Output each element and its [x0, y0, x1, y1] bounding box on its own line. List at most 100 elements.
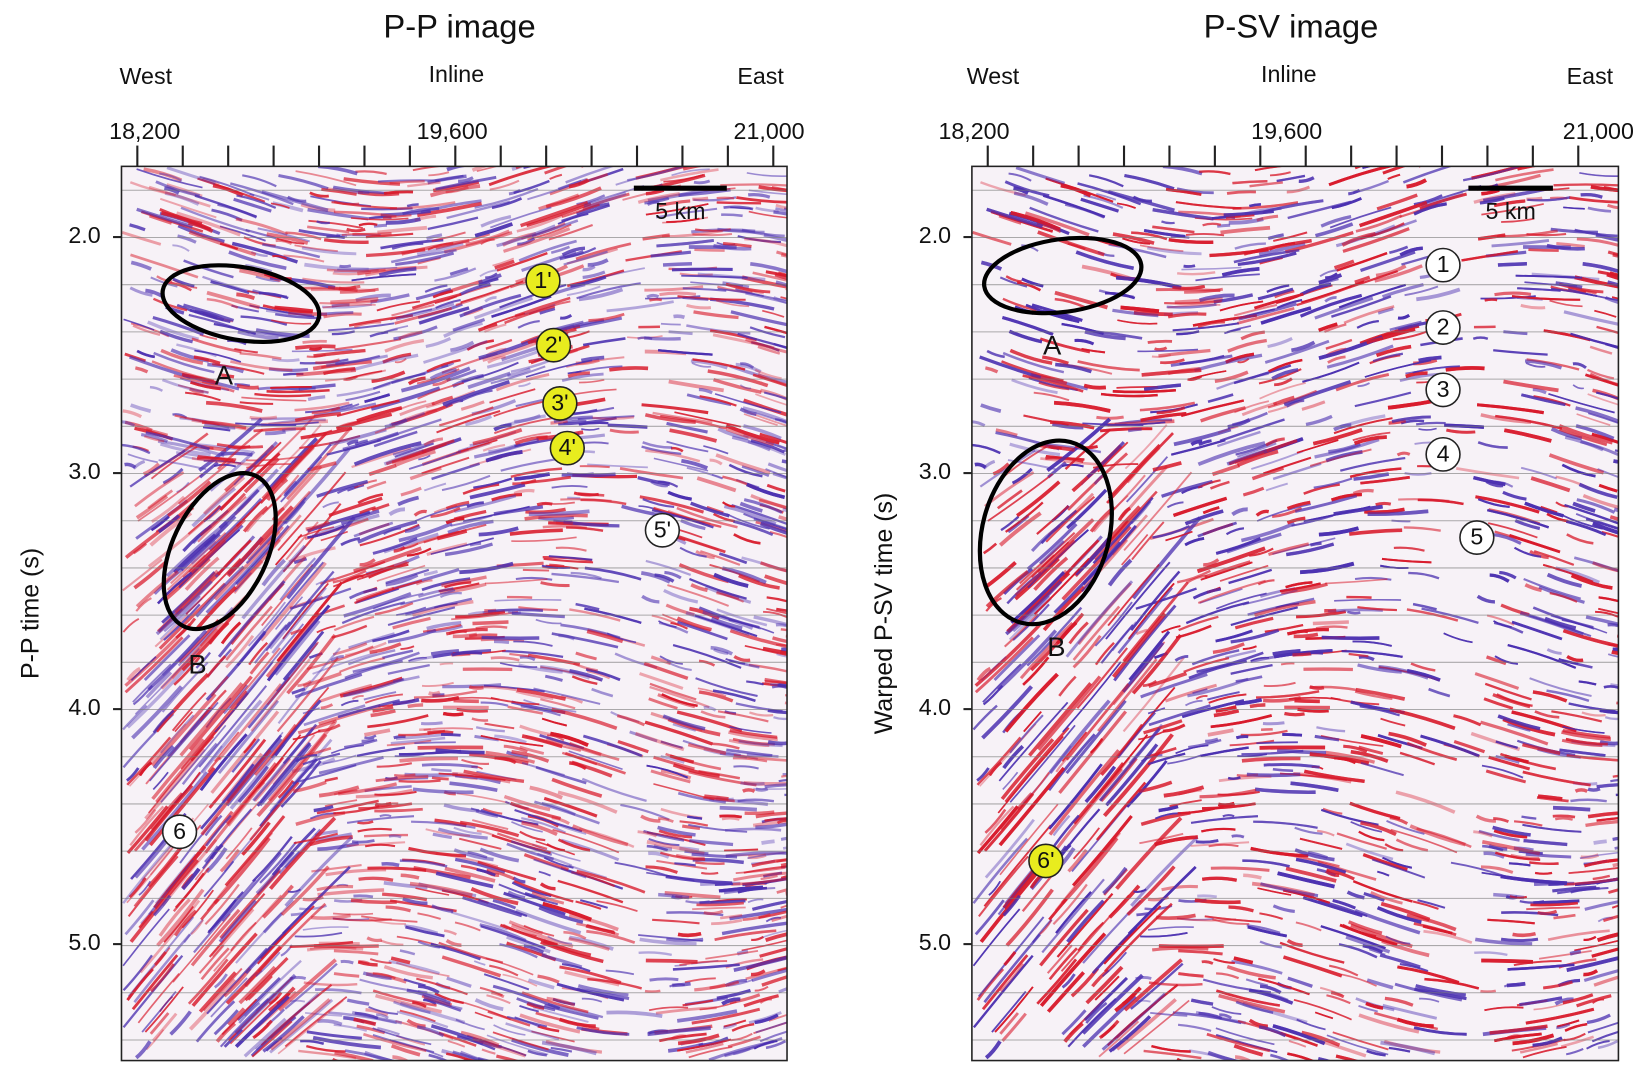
reflector: [1355, 146, 1422, 168]
reflector: [472, 622, 508, 623]
reflector: [1529, 862, 1558, 863]
x-tick-label: 21,000: [734, 118, 805, 144]
reflector: [722, 818, 739, 819]
reflector: [250, 417, 277, 418]
reflector: [1148, 341, 1172, 342]
reflector: [414, 742, 455, 743]
reflector: [421, 723, 442, 724]
reflector: [1236, 737, 1248, 738]
reflector: [1498, 264, 1527, 265]
reflector: [1281, 663, 1294, 664]
reflector: [1528, 250, 1558, 251]
reflector: [265, 432, 285, 434]
reflector: [717, 202, 761, 203]
y-axis-label: Warped P-SV time (s): [870, 493, 898, 735]
reflector: [339, 266, 350, 267]
reflector: [488, 610, 543, 611]
y-tick-label: 4.0: [919, 694, 951, 720]
reflector: [1614, 509, 1648, 523]
reflector: [440, 663, 453, 664]
x-tick-label: 18,200: [109, 118, 180, 144]
reflector: [779, 684, 844, 689]
reflector: [399, 781, 441, 782]
reflector: [781, 865, 838, 878]
annotation-label: 5': [654, 517, 671, 543]
reflector: [581, 151, 626, 166]
reflector: [1615, 842, 1648, 849]
reflector: [1594, 841, 1607, 843]
reflector: [394, 737, 406, 738]
reflector: [351, 900, 397, 902]
reflector: [353, 896, 373, 897]
annotation-label: 4': [559, 434, 576, 460]
reflector: [221, 453, 252, 455]
y-tick-label: 3.0: [919, 458, 951, 484]
reflector: [1084, 386, 1106, 388]
reflector: [1292, 654, 1310, 655]
reflector: [768, 742, 792, 744]
reflector: [432, 778, 449, 779]
reflector: [523, 570, 549, 571]
x-tick-label: 18,200: [938, 118, 1009, 144]
reflector: [1570, 951, 1581, 953]
reflector: [1501, 939, 1538, 940]
reflector: [319, 312, 353, 314]
reflector: [1555, 818, 1572, 819]
reflector: [1376, 503, 1391, 504]
reflector: [282, 429, 296, 431]
reflector: [394, 775, 415, 776]
annotation-label: A: [215, 360, 234, 391]
direction-inline: Inline: [429, 61, 485, 87]
reflector: [781, 890, 849, 908]
reflector: [1480, 991, 1495, 992]
reflector: [290, 977, 306, 978]
reflector: [649, 300, 661, 301]
reflector: [1263, 723, 1284, 724]
reflector: [659, 293, 695, 295]
reflector: [272, 359, 299, 361]
reflector: [469, 687, 483, 688]
reflector: [1615, 450, 1646, 460]
y-tick-label: 2.0: [919, 222, 951, 248]
reflector: [443, 714, 463, 715]
reflector: [650, 979, 679, 980]
y-axis-label: P-P time (s): [16, 548, 44, 679]
reflector: [786, 886, 815, 894]
reflector: [786, 1029, 804, 1035]
reflector: [701, 873, 718, 874]
reflector: [1513, 934, 1536, 936]
reflector: [347, 229, 365, 231]
reflector: [724, 849, 758, 850]
reflector: [1553, 808, 1590, 810]
reflector: [715, 884, 733, 885]
reflector: [1096, 417, 1123, 418]
reflector: [1247, 774, 1300, 775]
reflector: [673, 316, 684, 317]
reflector: [721, 215, 742, 216]
annotation-label: 6: [173, 818, 186, 844]
reflector: [783, 450, 814, 460]
reflector: [717, 198, 734, 199]
reflector: [719, 816, 741, 817]
reflector: [661, 324, 681, 325]
reflector: [303, 341, 327, 342]
reflector: [1282, 734, 1302, 735]
x-tick-label: 19,600: [417, 118, 488, 144]
reflector: [647, 295, 659, 297]
annotation-label: 3': [551, 390, 568, 416]
reflector: [738, 800, 774, 801]
reflector: [1313, 622, 1349, 623]
y-tick-label: 5.0: [68, 929, 100, 955]
reflector: [1614, 509, 1648, 523]
reflector: [1250, 705, 1265, 707]
y-tick-label: 2.0: [68, 222, 100, 248]
reflector: [741, 783, 765, 784]
direction-east: East: [1567, 63, 1614, 89]
reflector: [1575, 790, 1587, 791]
reflector: [756, 789, 768, 790]
reflector: [1322, 637, 1380, 638]
reflector: [1195, 900, 1241, 902]
y-tick-label: 5.0: [919, 929, 951, 955]
panel-title: P-SV image: [1204, 9, 1379, 45]
reflector: [270, 387, 311, 388]
